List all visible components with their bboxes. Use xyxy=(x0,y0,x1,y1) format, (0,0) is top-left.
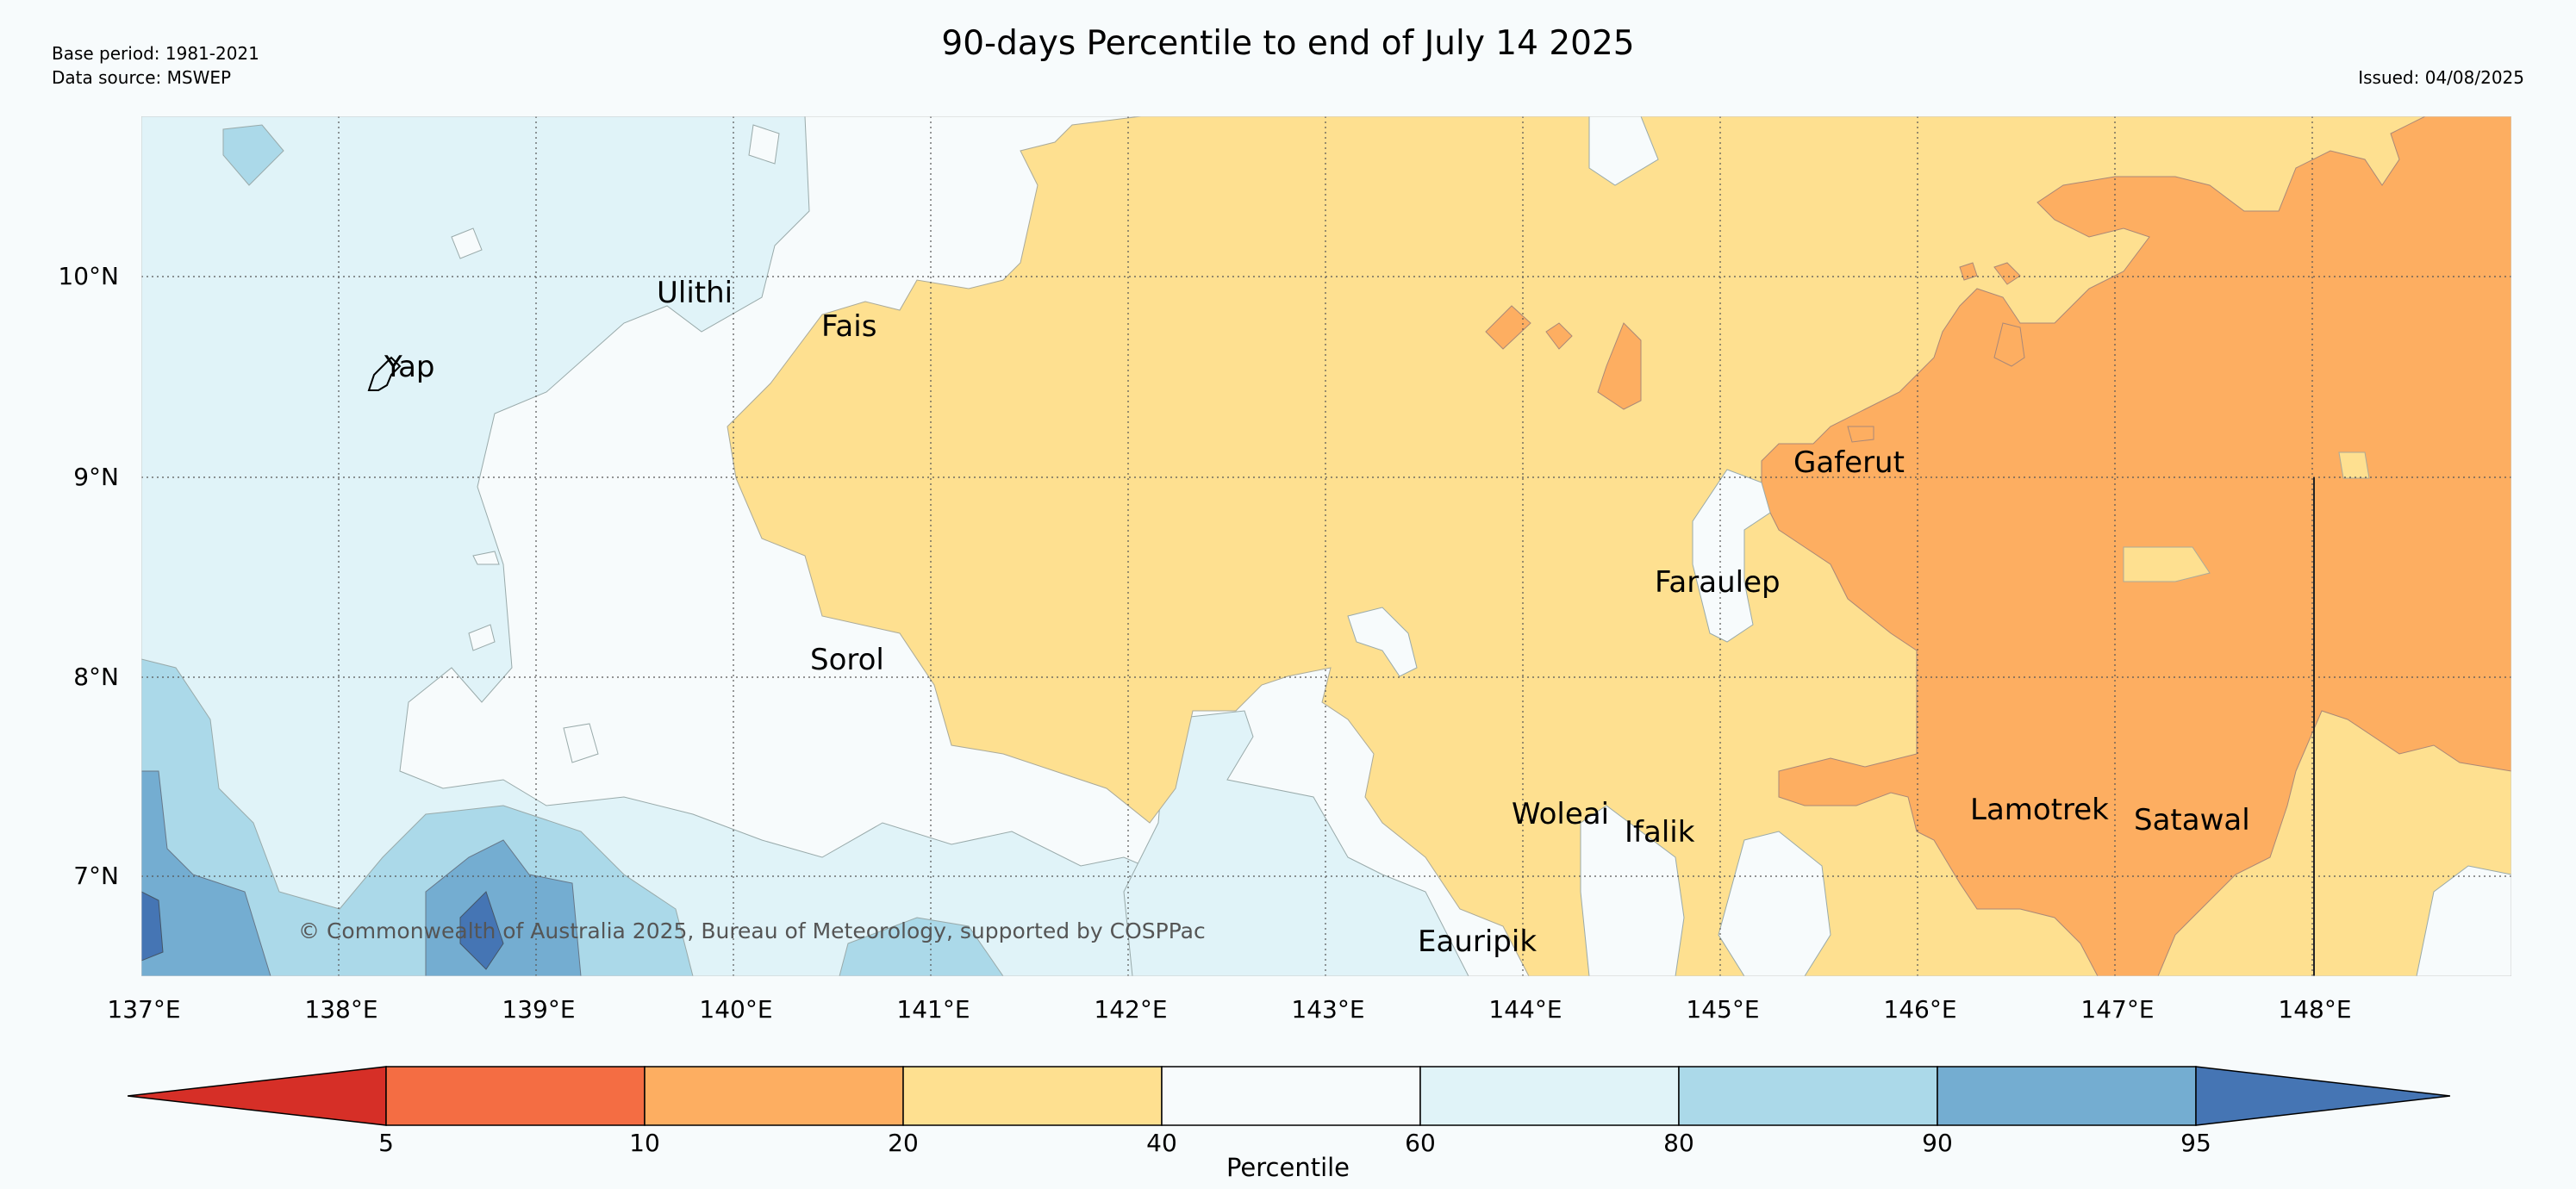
region-60-80-south xyxy=(1123,710,1469,976)
colorbar-segment-60-80 xyxy=(1419,1066,1680,1126)
region-20-40-b xyxy=(2123,451,2370,582)
place-label-sorol: Sorol xyxy=(810,643,884,677)
place-label-eauripik: Eauripik xyxy=(1418,924,1537,959)
region-40-60-hole-c xyxy=(2416,865,2511,976)
colorbar-segment-40-60 xyxy=(1161,1066,1421,1126)
colorbar-tick: 90 xyxy=(1922,1129,1953,1157)
lon-tick-label: 148°E xyxy=(2278,995,2352,1024)
region-80-90-b xyxy=(839,917,1004,976)
colorbar-label: Percentile xyxy=(1226,1153,1350,1182)
metadata-left: Base period: 1981-2021 Data source: MSWE… xyxy=(52,41,259,90)
region-40-60-hole-b xyxy=(1580,805,1831,976)
map-title: 90-days Percentile to end of July 14 202… xyxy=(941,24,1635,63)
colorbar-segment-80-90 xyxy=(1678,1066,1938,1126)
lon-tick-label: 141°E xyxy=(896,995,970,1024)
place-label-ulithi: Ulithi xyxy=(657,276,733,310)
place-label-lamotrek: Lamotrek xyxy=(1970,793,2109,827)
colorbar-tick: 80 xyxy=(1663,1129,1694,1157)
place-label-yap: Yap xyxy=(384,350,435,384)
colorbar-tick: 40 xyxy=(1146,1129,1177,1157)
lat-tick-label: 7°N xyxy=(73,862,119,890)
place-label-woleai: Woleai xyxy=(1512,797,1610,831)
colorbar-tick: 95 xyxy=(2180,1129,2211,1157)
percentile-map xyxy=(141,116,2511,976)
colorbar-segment-lt5 xyxy=(128,1066,387,1126)
data-source-text: Data source: MSWEP xyxy=(52,67,232,88)
colorbar-segment-gt95 xyxy=(2195,1066,2450,1126)
region-above-95 xyxy=(141,891,504,970)
lat-tick-label: 8°N xyxy=(73,663,119,691)
colorbar-segment-90-95 xyxy=(1937,1066,2197,1126)
region-80-90-c xyxy=(222,124,284,186)
lon-tick-label: 143°E xyxy=(1291,995,1365,1024)
lon-tick-label: 138°E xyxy=(304,995,378,1024)
colorbar-segment-5-10 xyxy=(385,1066,646,1126)
place-label-satawal: Satawal xyxy=(2134,803,2250,837)
lon-tick-label: 140°E xyxy=(699,995,773,1024)
colorbar-tick: 20 xyxy=(888,1129,919,1157)
base-period-text: Base period: 1981-2021 xyxy=(52,43,259,64)
lon-tick-label: 144°E xyxy=(1488,995,1562,1024)
place-label-gaferut: Gaferut xyxy=(1793,445,1905,480)
yap-island-shape xyxy=(367,356,402,391)
region-10-20 xyxy=(1761,116,2511,976)
colorbar-tick: 10 xyxy=(629,1129,660,1157)
colorbar-segment-10-20 xyxy=(644,1066,904,1126)
region-90-95 xyxy=(141,770,271,976)
region-40-60-hole-a xyxy=(1347,116,1771,677)
region-40-60-hole-d xyxy=(451,124,780,763)
issued-date: Issued: 04/08/2025 xyxy=(2358,67,2524,88)
colorbar-tick: 60 xyxy=(1405,1129,1436,1157)
place-label-ifalik: Ifalik xyxy=(1625,815,1695,850)
colorbar-segment-20-40 xyxy=(902,1066,1163,1126)
region-10-20-b xyxy=(1485,262,2025,443)
lon-tick-label: 137°E xyxy=(107,995,181,1024)
lon-tick-label: 147°E xyxy=(2080,995,2155,1024)
lon-tick-label: 145°E xyxy=(1686,995,1760,1024)
place-label-faraulep: Faraulep xyxy=(1655,565,1781,600)
lon-tick-label: 146°E xyxy=(1883,995,1957,1024)
lat-tick-label: 10°N xyxy=(58,262,119,290)
lon-tick-label: 142°E xyxy=(1094,995,1168,1024)
colorbar xyxy=(128,1066,2450,1126)
lon-tick-label: 139°E xyxy=(502,995,576,1024)
lat-tick-label: 9°N xyxy=(73,463,119,491)
place-label-fais: Fais xyxy=(821,309,877,344)
copyright-notice: © Commonwealth of Australia 2025, Bureau… xyxy=(298,918,1206,943)
colorbar-tick: 5 xyxy=(378,1129,394,1157)
percentile-fill-regions xyxy=(141,116,2511,976)
graticule xyxy=(141,116,2511,976)
